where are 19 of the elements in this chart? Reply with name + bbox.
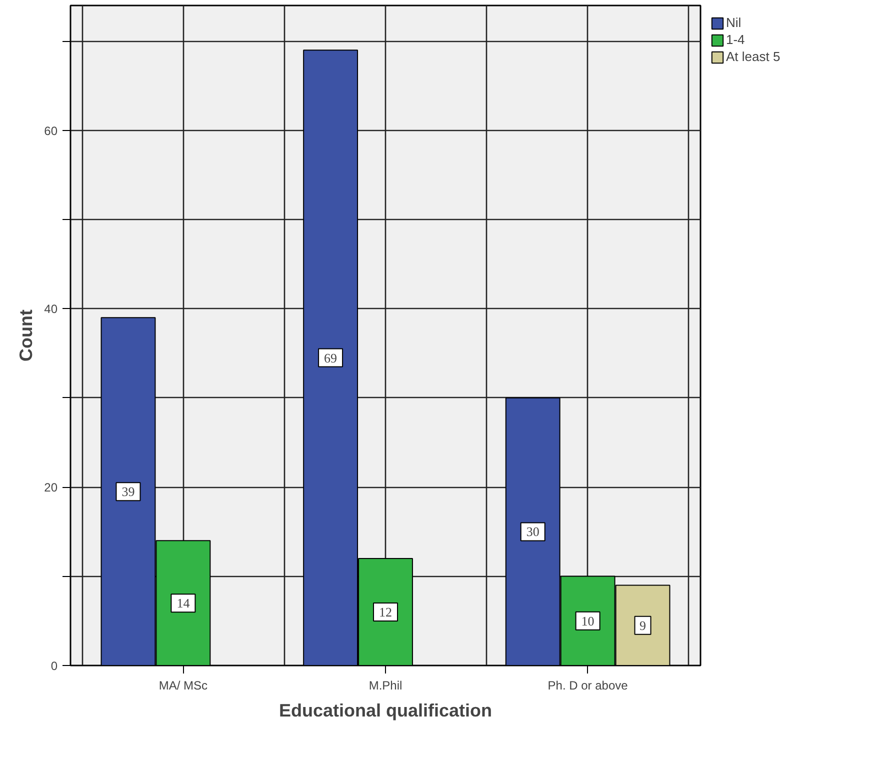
legend-label: Nil [726,15,742,30]
data-label: 30 [526,524,540,540]
data-label: 9 [640,618,646,633]
x-tick-label: Ph. D or above [548,678,628,692]
y-tick-label: 40 [44,302,58,316]
x-axis-title: Educational qualification [278,700,492,720]
x-tick-label: M.Phil [368,678,402,692]
y-tick-label: 20 [44,480,58,495]
data-label: 69 [324,350,338,366]
legend-label: At least 5 [726,49,780,64]
legend-label: 1-4 [726,32,746,47]
y-tick-label: 0 [50,659,58,673]
x-tick-label: MA/ MSc [158,678,208,692]
data-label: 39 [122,484,135,500]
y-axis-title: Count [16,310,36,362]
data-label: 12 [379,604,392,620]
y-tick-label: 60 [44,124,58,138]
data-label: 10 [581,613,594,628]
data-label: 14 [176,596,190,611]
